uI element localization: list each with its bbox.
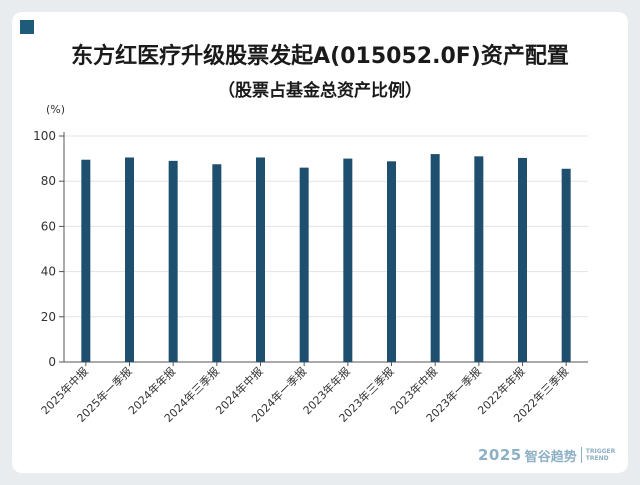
y-tick-label: 20 (41, 310, 56, 324)
watermark-logo: 2025 智谷趋势 TRIGGER TREND (478, 444, 615, 466)
bar (81, 159, 91, 362)
chart-title: 东方红医疗升级股票发起A(015052.0F)资产配置 (71, 44, 569, 69)
bar (518, 157, 527, 362)
y-tick-label: 40 (41, 265, 56, 279)
chart-subtitle: （股票占基金总资产比例） (218, 81, 422, 101)
bar (212, 164, 222, 362)
bar (168, 160, 178, 362)
y-tick-label: 80 (41, 174, 56, 188)
y-tick-label: 0 (48, 355, 56, 369)
y-tick-label: 100 (33, 129, 56, 143)
bar (430, 154, 440, 362)
bar (387, 161, 396, 362)
bar (256, 157, 265, 362)
watermark-english: TRIGGER TREND (586, 448, 616, 462)
y-axis-unit: (%) (46, 103, 66, 116)
bar (474, 156, 484, 362)
bar (299, 167, 309, 362)
y-tick-label: 60 (41, 219, 56, 233)
watermark-en-line2: TREND (585, 455, 609, 462)
bar (561, 168, 571, 362)
watermark-year: 2025 (478, 446, 522, 464)
accent-square (20, 20, 34, 34)
bar (125, 157, 134, 362)
watermark-divider (580, 447, 582, 463)
bar (343, 158, 353, 362)
watermark-name: 智谷趋势 (524, 449, 577, 465)
watermark-en-line1: TRIGGER (585, 448, 616, 455)
